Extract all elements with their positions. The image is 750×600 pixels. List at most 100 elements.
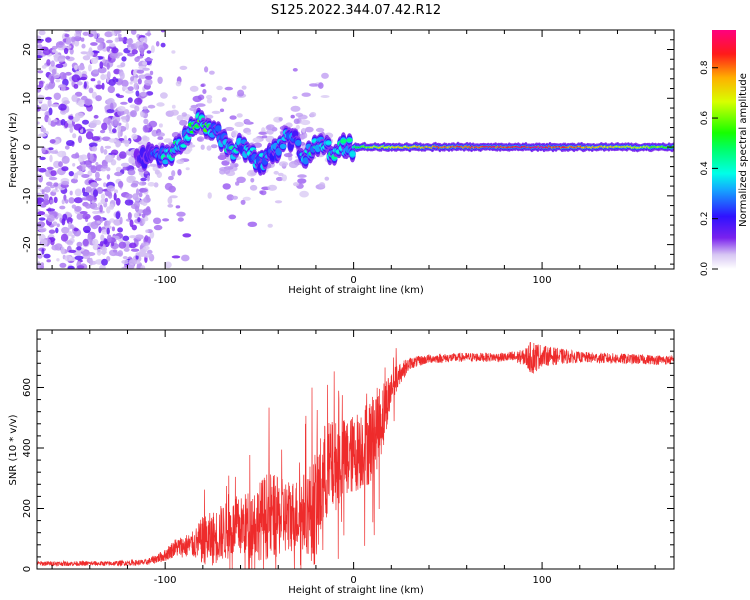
noise-speck	[237, 89, 245, 97]
noise-speck	[142, 208, 152, 216]
noise-speck	[318, 82, 324, 89]
noise-speck	[246, 170, 257, 177]
noise-speck	[59, 72, 67, 80]
noise-speck	[234, 121, 244, 127]
noise-speck	[210, 144, 218, 149]
noise-speck	[37, 108, 41, 112]
noise-speck	[117, 130, 121, 139]
spectrogram-ylabel: Frequency (Hz)	[8, 112, 19, 188]
noise-speck	[50, 170, 57, 177]
noise-speck	[43, 253, 51, 259]
noise-speck	[80, 154, 88, 160]
noise-speck	[140, 47, 144, 56]
noise-speck	[106, 97, 115, 105]
noise-speck	[99, 61, 104, 69]
noise-speck	[126, 38, 134, 45]
noise-speck	[48, 234, 54, 238]
noise-speck	[99, 204, 103, 213]
noise-speck	[69, 48, 74, 55]
noise-speck	[112, 249, 118, 253]
noise-speck	[109, 203, 115, 210]
colorbar-tick-label: 0.4	[700, 161, 710, 176]
noise-speck	[105, 167, 111, 172]
noise-speck	[101, 258, 108, 266]
noise-speck	[61, 199, 65, 205]
noise-speck	[147, 104, 156, 109]
noise-speck	[81, 43, 86, 49]
noise-speck	[74, 188, 82, 197]
noise-speck	[88, 87, 94, 94]
noise-speck	[71, 204, 77, 209]
noise-speck	[101, 82, 105, 90]
noise-speck	[100, 193, 106, 200]
noise-speck	[40, 103, 49, 110]
noise-speck	[120, 162, 130, 167]
noise-speck	[61, 155, 70, 164]
noise-speck	[73, 172, 79, 180]
noise-speck	[41, 65, 47, 69]
noise-speck	[76, 170, 84, 176]
noise-speck	[74, 205, 82, 212]
noise-speck	[46, 208, 56, 212]
noise-speck	[300, 119, 311, 126]
noise-speck	[132, 69, 137, 77]
noise-speck	[81, 213, 91, 220]
noise-speck	[56, 223, 60, 228]
noise-speck	[290, 114, 295, 119]
noise-speck	[71, 74, 81, 83]
noise-speck	[76, 213, 84, 220]
noise-speck	[45, 37, 52, 43]
noise-speck	[46, 259, 51, 263]
noise-speck	[155, 169, 161, 175]
noise-speck	[288, 161, 299, 169]
noise-speck	[106, 62, 110, 70]
noise-speck	[157, 136, 164, 140]
noise-speck	[299, 190, 309, 198]
x-tick-label: 0	[350, 575, 356, 586]
noise-speck	[115, 140, 122, 147]
noise-speck	[241, 85, 247, 90]
noise-speck	[222, 183, 231, 190]
noise-speck	[112, 128, 117, 134]
noise-speck	[249, 184, 258, 191]
noise-speck	[177, 217, 184, 222]
snr-frame	[36, 329, 675, 570]
snr-series-line	[37, 342, 674, 569]
noise-speck	[153, 182, 159, 188]
noise-speck	[109, 43, 116, 48]
noise-speck	[189, 107, 197, 112]
noise-speck	[38, 133, 47, 137]
noise-speck	[37, 184, 42, 190]
noise-speck	[74, 255, 84, 261]
noise-speck	[93, 114, 99, 119]
noise-speck	[117, 227, 123, 233]
noise-speck	[181, 254, 190, 262]
noise-speck	[97, 44, 103, 51]
noise-speck	[287, 152, 292, 157]
noise-speck	[51, 189, 60, 193]
noise-speck	[58, 41, 64, 46]
noise-speck	[292, 96, 298, 100]
noise-speck	[61, 226, 70, 234]
noise-speck	[114, 252, 123, 257]
x-tick-label: 100	[533, 575, 552, 586]
noise-speck	[143, 245, 150, 251]
noise-speck	[129, 219, 134, 228]
noise-speck	[114, 37, 120, 43]
noise-speck	[104, 154, 114, 163]
noise-speck	[117, 33, 122, 38]
noise-speck	[106, 185, 115, 192]
noise-speck	[144, 58, 154, 62]
noise-speck	[130, 30, 137, 35]
noise-speck	[88, 33, 94, 38]
noise-speck	[171, 255, 181, 259]
noise-speck	[177, 169, 182, 176]
y-tick-label: 10	[22, 92, 33, 105]
noise-speck	[277, 172, 284, 177]
y-tick-label: -20	[22, 236, 33, 252]
noise-speck	[130, 110, 137, 118]
noise-speck	[73, 252, 82, 256]
noise-speck	[142, 109, 150, 113]
noise-speck	[163, 138, 173, 143]
noise-speck	[75, 30, 82, 35]
